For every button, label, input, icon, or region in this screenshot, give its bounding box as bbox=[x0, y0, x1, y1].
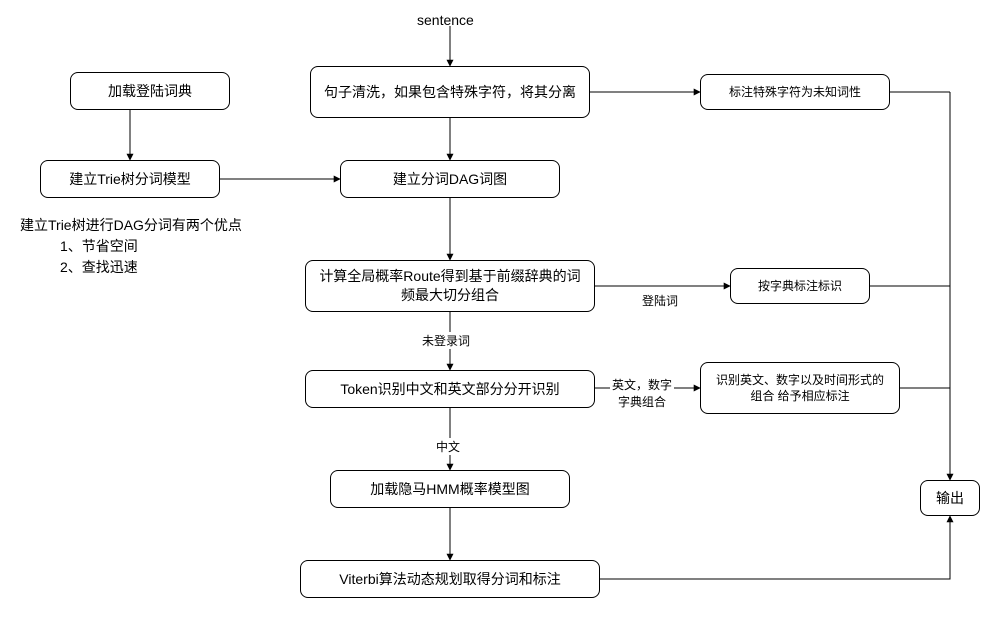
node-tag_special: 标注特殊字符为未知词性 bbox=[700, 74, 890, 110]
node-dag: 建立分词DAG词图 bbox=[340, 160, 560, 198]
node-tag_en: 识别英文、数字以及时间形式的组合 给予相应标注 bbox=[700, 362, 900, 414]
node-viterbi: Viterbi算法动态规划取得分词和标注 bbox=[300, 560, 600, 598]
edge-label-zh: 中文 bbox=[434, 438, 462, 455]
edge-label-oov: 未登录词 bbox=[420, 332, 472, 349]
start-label: sentence bbox=[417, 10, 474, 31]
node-token: Token识别中文和英文部分分开识别 bbox=[305, 370, 595, 408]
edge-label-login_word: 登陆词 bbox=[640, 292, 680, 309]
node-clean: 句子清洗，如果包含特殊字符，将其分离 bbox=[310, 66, 590, 118]
node-tag_dict: 按字典标注标识 bbox=[730, 268, 870, 304]
note-trie_note: 建立Trie树进行DAG分词有两个优点1、节省空间2、查找迅速 bbox=[20, 215, 242, 278]
node-hmm: 加载隐马HMM概率模型图 bbox=[330, 470, 570, 508]
node-load_dict: 加载登陆词典 bbox=[70, 72, 230, 110]
edge-11 bbox=[600, 516, 950, 579]
node-trie: 建立Trie树分词模型 bbox=[40, 160, 220, 198]
node-route: 计算全局概率Route得到基于前缀辞典的词频最大切分组合 bbox=[305, 260, 595, 312]
node-output: 输出 bbox=[920, 480, 980, 516]
edge-label-en_num: 英文，数字字典组合 bbox=[610, 376, 674, 410]
